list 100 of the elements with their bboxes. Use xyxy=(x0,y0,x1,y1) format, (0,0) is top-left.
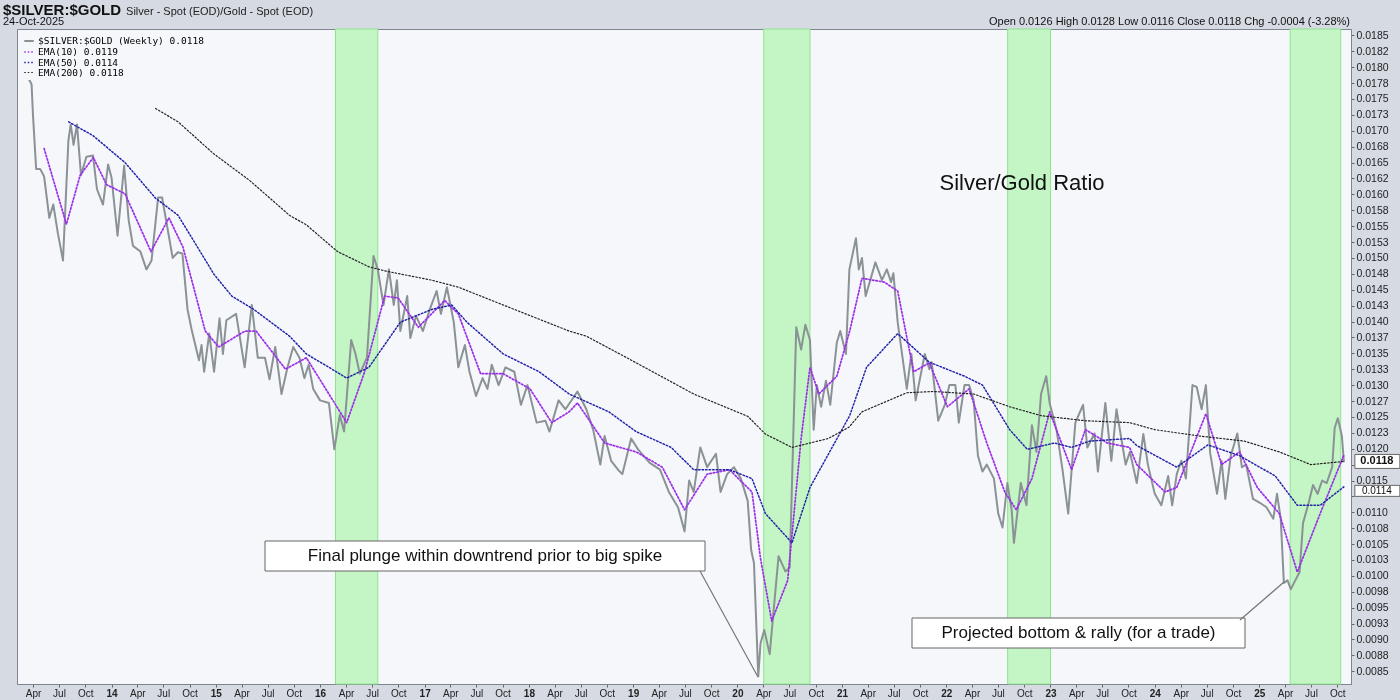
legend-label: EMA(200) 0.0118 xyxy=(38,66,125,78)
legend-label: $SILVER:$GOLD (Weekly) 0.0118 xyxy=(38,35,205,46)
y-tick-label: 0.0148 xyxy=(1356,267,1389,280)
legend-label: EMA(10) 0.0119 xyxy=(38,46,119,57)
x-tick-label: Oct xyxy=(912,687,929,699)
x-tick-label: 16 xyxy=(315,687,327,699)
x-tick-label: Jul xyxy=(470,687,484,699)
y-tick-label: 0.0123 xyxy=(1356,426,1389,439)
y-tick-label: 0.0155 xyxy=(1356,219,1389,232)
y-tick-label: 0.0125 xyxy=(1356,410,1389,423)
y-tick-label: 0.0162 xyxy=(1356,171,1389,184)
y-tick-label: 0.0153 xyxy=(1356,235,1389,248)
x-tick-label: Oct xyxy=(182,687,199,699)
y-tick-label: 0.0182 xyxy=(1356,44,1389,57)
x-tick-label: 21 xyxy=(836,687,849,699)
y-tick-label: 0.0150 xyxy=(1356,251,1389,264)
y-tick-label: 0.0130 xyxy=(1356,378,1389,391)
annotation: 0.0114 xyxy=(1361,484,1393,496)
y-tick-label: 0.0185 xyxy=(1356,28,1389,41)
x-tick-label: 19 xyxy=(628,687,640,699)
y-tick-label: 0.0165 xyxy=(1356,156,1389,169)
x-tick-label: Jul xyxy=(1200,687,1214,699)
x-tick-label: Apr xyxy=(129,687,147,699)
x-tick-label: Jul xyxy=(574,687,588,699)
x-tick-label: 25 xyxy=(1254,687,1266,699)
x-tick-label: Apr xyxy=(651,687,668,699)
chart-subtitle: Silver - Spot (EOD)/Gold - Spot (EOD) xyxy=(126,5,314,17)
text: 24-Oct-2025 xyxy=(3,15,65,27)
text: Open 0.0126 High 0.0128 Low 0.0116 Close 0.0118 Chg -0.0004 (-3.28%) xyxy=(988,15,1350,27)
x-tick-label: Oct xyxy=(391,687,407,699)
x-tick-label: Oct xyxy=(1016,687,1033,699)
x-tick-label: Apr xyxy=(1277,687,1294,699)
x-tick-label: Apr xyxy=(964,687,981,699)
y-tick-label: 0.0178 xyxy=(1356,76,1389,89)
annotation: Projected bottom & rally (for a trade) xyxy=(941,623,1216,642)
x-tick-label: Apr xyxy=(338,687,356,699)
annotation: 0.0118 xyxy=(1360,454,1394,467)
x-tick-label: Oct xyxy=(703,687,720,699)
y-tick-label: 0.0158 xyxy=(1356,203,1389,216)
x-tick-label: Apr xyxy=(234,687,251,699)
y-tick-label: 0.0180 xyxy=(1356,60,1389,73)
y-tick-label: 0.0127 xyxy=(1356,394,1389,407)
x-tick-label: 14 xyxy=(106,687,119,699)
x-tick-label: Jul xyxy=(157,687,171,699)
y-tick-label: 0.0137 xyxy=(1356,330,1389,343)
y-tick-label: 0.0103 xyxy=(1356,553,1389,566)
x-tick-label: 17 xyxy=(419,687,432,699)
y-tick-label: 0.0095 xyxy=(1356,601,1389,614)
y-tick-label: 0.0100 xyxy=(1356,569,1389,582)
x-tick-label: Oct xyxy=(1225,687,1242,699)
y-tick-label: 0.0115 xyxy=(1356,474,1388,486)
x-tick-label: Apr xyxy=(1173,687,1190,699)
y-tick-label: 0.0173 xyxy=(1356,108,1389,121)
y-tick-label: 0.0098 xyxy=(1356,585,1389,598)
y-tick-label: 0.0143 xyxy=(1356,299,1389,312)
x-tick-label: 20 xyxy=(732,687,744,699)
y-tick-label: 0.0110 xyxy=(1356,505,1388,518)
x-tick-label: Apr xyxy=(25,687,42,699)
chart-title: $SILVER:$GOLD xyxy=(3,1,122,18)
x-tick-label: Oct xyxy=(286,687,303,699)
x-tick-label: Apr xyxy=(1068,687,1086,699)
x-tick-label: Apr xyxy=(860,687,877,699)
x-tick-label: Oct xyxy=(1121,687,1137,699)
x-tick-label: 24 xyxy=(1149,687,1162,699)
legend-label: EMA(50) 0.0114 xyxy=(38,56,119,68)
x-tick-label: Jul xyxy=(1096,687,1110,699)
x-tick-label: Jul xyxy=(53,687,66,699)
x-tick-label: Oct xyxy=(77,687,94,699)
x-tick-label: Jul xyxy=(261,687,275,699)
y-tick-label: 0.0140 xyxy=(1356,315,1389,328)
y-tick-label: 0.0085 xyxy=(1356,664,1389,677)
y-tick-label: 0.0088 xyxy=(1356,648,1389,661)
x-tick-label: 22 xyxy=(941,687,953,699)
line-series xyxy=(43,147,1345,622)
y-tick-label: 0.0168 xyxy=(1356,140,1389,153)
y-tick-label: 0.0133 xyxy=(1356,362,1389,375)
y-tick-label: 0.0170 xyxy=(1356,124,1389,137)
x-tick-label: 18 xyxy=(523,687,536,699)
line-series xyxy=(67,121,1345,544)
y-tick-label: 0.0108 xyxy=(1356,521,1389,534)
annotation: Final plunge within downtrend prior to big spike xyxy=(307,546,663,565)
x-tick-label: Oct xyxy=(599,687,616,699)
y-tick-label: 0.0105 xyxy=(1356,537,1389,550)
y-tick-label: 0.0145 xyxy=(1356,283,1389,296)
line-series xyxy=(154,107,1345,466)
y-tick-label: 0.0120 xyxy=(1356,442,1389,455)
x-tick-label: Jul xyxy=(1305,687,1318,699)
x-tick-label: Jul xyxy=(783,687,797,699)
x-tick-label: 15 xyxy=(210,687,223,699)
x-tick-label: Oct xyxy=(495,687,512,699)
x-tick-label: Jul xyxy=(678,687,692,699)
x-tick-label: Oct xyxy=(808,687,825,699)
y-tick-label: 0.0093 xyxy=(1356,617,1389,630)
x-tick-label: Jul xyxy=(887,687,901,699)
x-tick-label: Jul xyxy=(992,687,1005,699)
y-tick-label: 0.0090 xyxy=(1356,632,1389,645)
y-tick-label: 0.0160 xyxy=(1356,187,1389,200)
x-tick-label: Apr xyxy=(547,687,564,699)
x-tick-label: 23 xyxy=(1045,687,1057,699)
y-tick-label: 0.0175 xyxy=(1356,92,1389,105)
